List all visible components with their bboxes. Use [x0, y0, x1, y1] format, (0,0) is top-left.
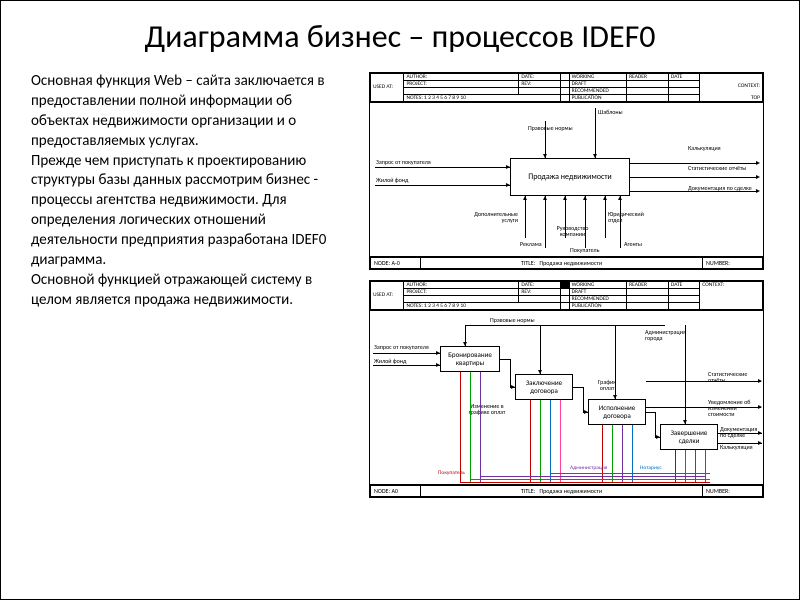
output-label: Калькуляция: [688, 145, 721, 151]
idef0-context-diagram: USED AT: AUTHOR: DATE: WORKING READER DA…: [369, 72, 764, 270]
control-label: Шаблоны: [598, 109, 623, 115]
hdr-used-at: USED AT:: [371, 73, 404, 101]
diagram1-header: USED AT: AUTHOR: DATE: WORKING READER DA…: [370, 73, 763, 102]
idef0-decomposition-diagram: USED AT: AUTHOR: DATE: WORKING READER DA…: [369, 280, 764, 498]
input-label: Запрос от покупателя: [374, 344, 429, 350]
input-label: Жилой фонд: [374, 358, 406, 364]
mech-label: Юридический отдел: [608, 211, 658, 224]
mech-label: Дополнительные услуги: [468, 211, 518, 224]
hdr-date2: DATE: [668, 73, 699, 80]
diagrams-column: USED AT: AUTHOR: DATE: WORKING READER DA…: [369, 72, 777, 498]
hdr-reader: READER: [627, 73, 669, 80]
diagram2-footer: NODE: A0 TITLE: Продажа недвижимости NUM…: [370, 485, 763, 497]
activity-box-a3: Исполнение договора: [588, 399, 646, 425]
mech-label: Руководство компании: [550, 225, 595, 238]
diagram2-header: USED AT: AUTHOR: DATE: WORKING READER DA…: [370, 281, 763, 310]
page-title: Диаграмма бизнес – процессов IDEF0: [1, 1, 799, 62]
mech-label: Покупатель: [570, 247, 599, 253]
mech-label: Реклама: [520, 241, 542, 247]
main-activity-box: Продажа недвижимости: [510, 158, 630, 196]
control-label: Администрация города: [645, 329, 700, 342]
mid-label: Изменение в графике оплат: [466, 403, 508, 416]
control-label: Правовые нормы: [528, 125, 573, 131]
body-text: Основная функция Web – сайта заключается…: [31, 72, 351, 498]
hdr-date: DATE:: [519, 73, 561, 80]
hdr-author: AUTHOR:: [404, 73, 519, 80]
content-row: Основная функция Web – сайта заключается…: [1, 62, 799, 510]
output-label: Уведомление об изменении стоимости: [708, 399, 760, 418]
input-label: Жилой фонд: [376, 177, 408, 183]
mid-label: График оплат: [592, 379, 622, 392]
input-label: Запрос от покупателя: [376, 159, 431, 165]
diagram1-canvas: Продажа недвижимости Запрос от покупател…: [370, 102, 763, 257]
output-label: Статистические отчёты: [688, 165, 746, 171]
mech-label: Агенты: [624, 241, 642, 247]
legend-label: Покупатель: [438, 471, 465, 477]
legend-label: Администрация: [570, 466, 607, 472]
diagram1-footer: NODE: A-0 TITLE: Продажа недвижимости NU…: [370, 257, 763, 269]
activity-box-a2: Заключение договора: [515, 374, 573, 400]
output-label: Калькуляция: [720, 444, 762, 450]
legend-label: Нотариус: [640, 466, 662, 472]
hdr-context: CONTEXT:TOP: [700, 73, 763, 101]
control-label: Правовые нормы: [490, 317, 535, 323]
activity-box-a1: Бронирование квартиры: [440, 346, 500, 372]
diagram2-canvas: Бронирование квартиры Заключение договор…: [370, 310, 763, 485]
hdr-working: WORKING: [569, 73, 626, 80]
activity-box-a4: Завершение сделки: [660, 424, 718, 450]
